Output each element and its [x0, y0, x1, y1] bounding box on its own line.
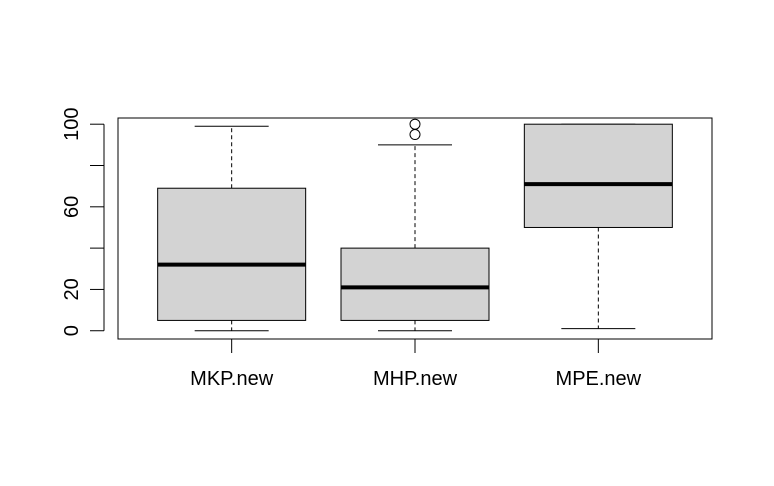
boxes-group [157, 118, 673, 332]
outlier-point [409, 118, 421, 130]
y-tick-label: 20 [61, 278, 83, 300]
y-tick-label: 100 [61, 108, 83, 141]
outlier-point [409, 129, 421, 141]
box-mkp-new [157, 187, 307, 321]
y-tick-label: 0 [61, 325, 83, 336]
x-category-label: MKP.new [190, 368, 274, 390]
x-category-label: MHP.new [373, 368, 458, 390]
y-tick-label: 60 [61, 196, 83, 218]
box-mhp-new [340, 247, 490, 321]
x-axis: MKP.new MHP.new MPE.new [190, 339, 642, 390]
box-mpe-new [523, 123, 673, 228]
y-axis: 0 20 60 100 [61, 108, 105, 336]
x-category-label: MPE.new [556, 368, 642, 390]
